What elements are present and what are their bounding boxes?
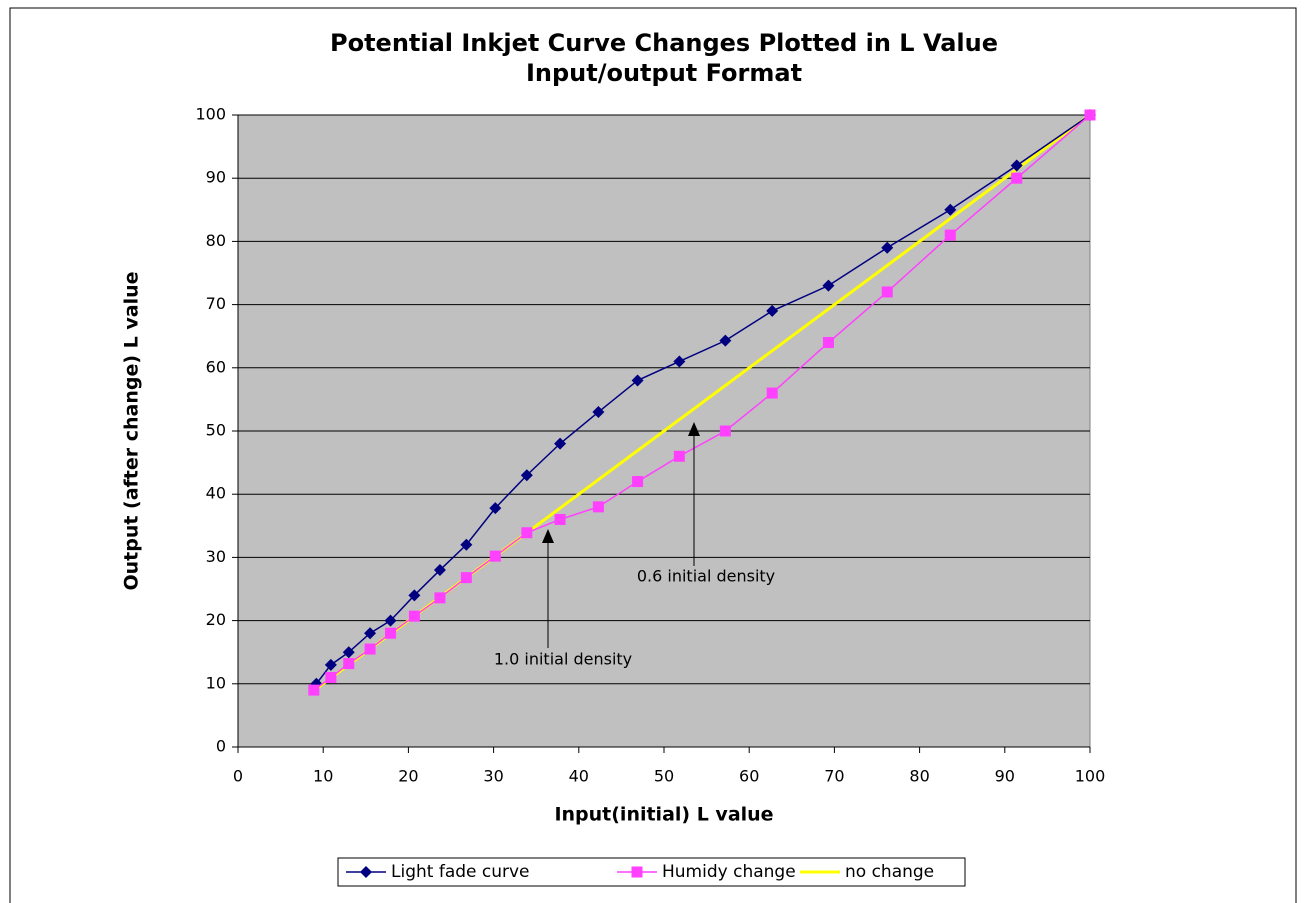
data-point [342, 646, 355, 659]
x-tick-label: 20 [398, 767, 418, 786]
legend-label: Humidy change [662, 862, 796, 882]
data-point [719, 425, 731, 437]
annotation: 1.0 initial density [494, 650, 632, 669]
data-point [592, 406, 605, 419]
data-point [554, 513, 566, 525]
data-point [324, 658, 337, 671]
x-tick-label: 10 [313, 767, 333, 786]
data-point [631, 374, 644, 387]
y-tick-label: 20 [206, 610, 226, 629]
data-point [489, 550, 501, 562]
x-tick-label: 40 [569, 767, 589, 786]
data-point [460, 572, 472, 584]
data-point [460, 538, 473, 551]
data-point [433, 564, 446, 577]
data-point [308, 684, 320, 696]
y-tick-label: 70 [206, 294, 226, 313]
data-point [881, 241, 894, 254]
data-point [766, 304, 779, 317]
data-point [1010, 159, 1023, 172]
data-point [766, 387, 778, 399]
legend-label: Light fade curve [391, 862, 530, 882]
data-point [632, 476, 644, 488]
y-tick-label: 10 [206, 673, 226, 692]
x-tick-label: 0 [233, 767, 243, 786]
data-point [384, 614, 397, 627]
data-point [822, 337, 834, 349]
data-point [719, 334, 732, 347]
data-point [343, 658, 355, 670]
y-tick-label: 50 [206, 421, 226, 440]
y-tick-label: 40 [206, 484, 226, 503]
data-point [489, 502, 502, 515]
data-point [1011, 172, 1023, 184]
data-point [385, 627, 397, 639]
legend-marker [360, 866, 372, 878]
y-axis-title: Output (after change) L value [121, 271, 143, 590]
annotation-arrowhead [542, 529, 554, 543]
x-tick-label: 60 [739, 767, 759, 786]
y-tick-label: 60 [206, 357, 226, 376]
data-point [364, 627, 377, 640]
data-point [434, 592, 446, 604]
x-tick-label: 30 [483, 767, 503, 786]
y-tick-label: 90 [206, 168, 226, 187]
data-point [881, 286, 893, 298]
y-tick-label: 80 [206, 231, 226, 250]
data-point [364, 643, 376, 655]
data-point [408, 589, 421, 602]
legend-label: no change [845, 862, 934, 882]
y-tick-label: 100 [195, 105, 226, 124]
chart-title: Input/output Format [526, 59, 802, 87]
annotation: 0.6 initial density [637, 567, 775, 586]
data-point [944, 203, 957, 216]
data-point [673, 355, 686, 368]
data-point [1084, 109, 1096, 121]
x-axis-title: Input(initial) L value [554, 804, 773, 826]
data-point [673, 450, 685, 462]
data-point [521, 527, 533, 539]
data-point [520, 469, 533, 482]
data-point [592, 501, 604, 513]
data-point [554, 437, 567, 450]
data-point [325, 671, 337, 683]
legend-marker [631, 866, 643, 878]
data-point [822, 279, 835, 292]
y-tick-label: 30 [206, 547, 226, 566]
data-point [944, 229, 956, 241]
chart-title: Potential Inkjet Curve Changes Plotted i… [330, 29, 998, 57]
annotation-arrowhead [688, 422, 700, 436]
x-tick-label: 80 [909, 767, 929, 786]
x-tick-label: 90 [995, 767, 1015, 786]
y-tick-label: 0 [216, 737, 226, 756]
x-tick-label: 70 [824, 767, 844, 786]
data-point [408, 610, 420, 622]
x-tick-label: 50 [654, 767, 674, 786]
x-tick-label: 100 [1075, 767, 1106, 786]
